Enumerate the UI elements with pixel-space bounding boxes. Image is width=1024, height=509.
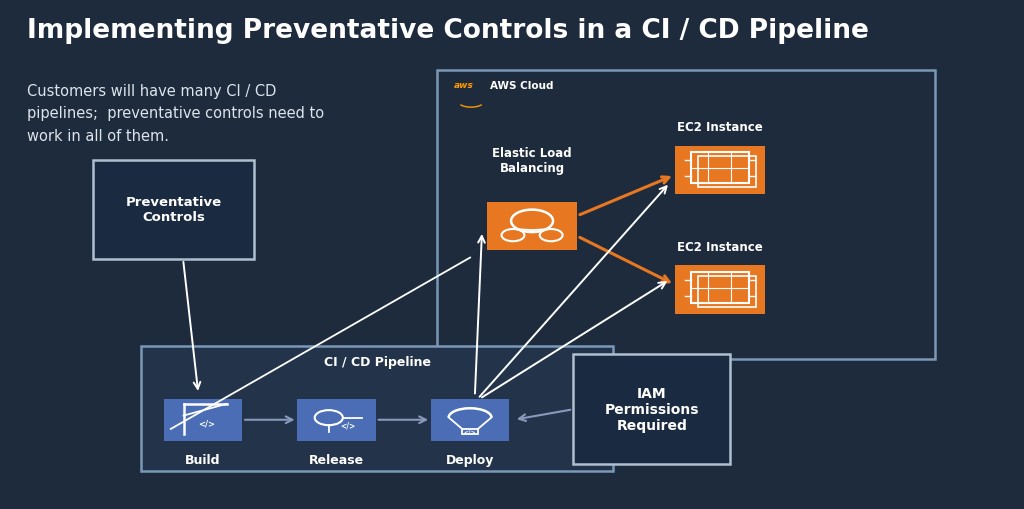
Text: Release: Release (309, 454, 365, 466)
Bar (698, 276, 756, 307)
Bar (431, 399, 509, 441)
Text: Customers will have many CI / CD
pipelines;  preventative controls need to
work : Customers will have many CI / CD pipelin… (27, 84, 324, 143)
Bar (691, 153, 749, 184)
Text: CI / CD Pipeline: CI / CD Pipeline (324, 355, 431, 368)
Bar (93, 160, 254, 260)
Text: EC2 Instance: EC2 Instance (677, 240, 763, 253)
Bar (298, 399, 376, 441)
Text: AWS Cloud: AWS Cloud (490, 80, 554, 91)
Bar (691, 273, 749, 304)
Text: IAM
Permissions
Required: IAM Permissions Required (604, 386, 699, 433)
Text: </>: </> (464, 429, 476, 434)
Bar (675, 266, 765, 314)
Bar (462, 429, 478, 435)
Text: Elastic Load
Balancing: Elastic Load Balancing (493, 147, 571, 174)
Bar (486, 202, 578, 250)
Text: Build: Build (185, 454, 221, 466)
Bar (164, 399, 243, 441)
Bar (436, 71, 935, 359)
Text: Deploy: Deploy (445, 454, 495, 466)
Text: aws: aws (454, 80, 474, 90)
Bar (675, 147, 765, 194)
Bar (573, 355, 730, 464)
Text: Preventative
Controls: Preventative Controls (126, 196, 221, 224)
Text: </>: </> (341, 420, 356, 430)
Text: EC2 Instance: EC2 Instance (677, 121, 763, 133)
Bar (698, 157, 756, 188)
Text: </>: </> (199, 419, 215, 428)
Bar (141, 346, 613, 471)
Text: Implementing Preventative Controls in a CI / CD Pipeline: Implementing Preventative Controls in a … (27, 18, 868, 44)
